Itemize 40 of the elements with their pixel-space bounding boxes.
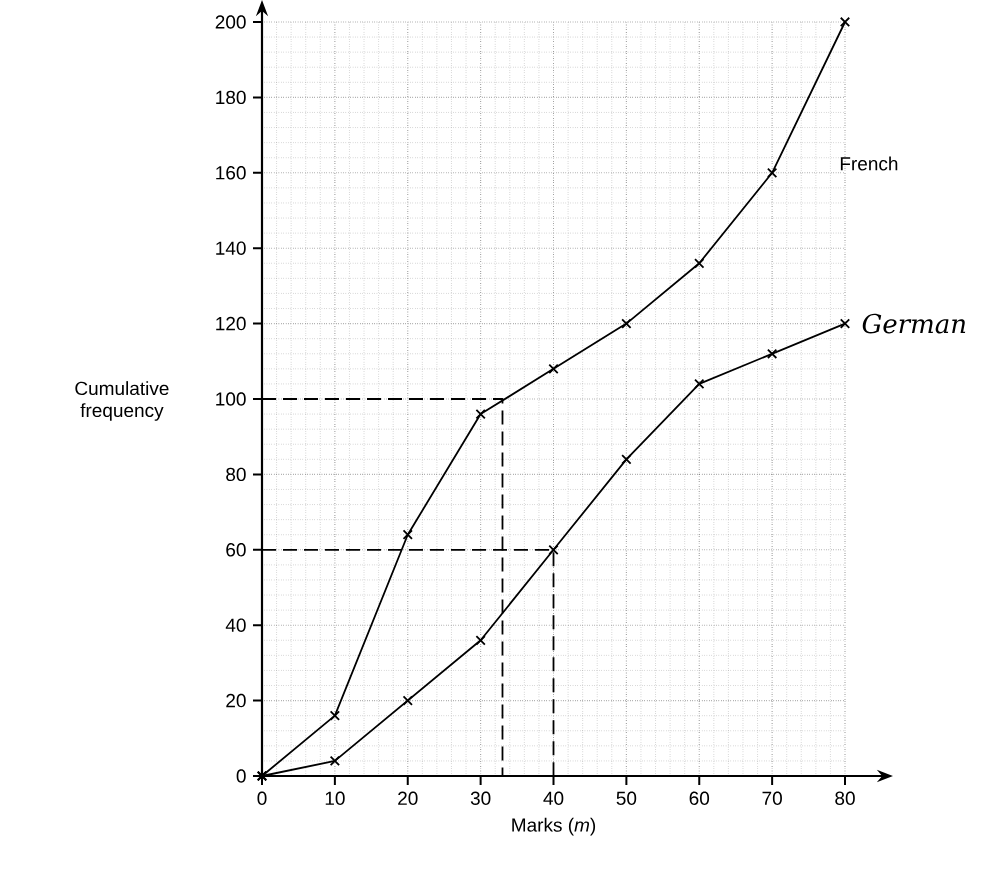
point	[475, 635, 486, 646]
y-tick-label: 0	[236, 769, 246, 783]
x-tick-label: 50	[616, 791, 637, 805]
point	[694, 258, 705, 269]
point	[839, 16, 851, 28]
text: French	[840, 156, 898, 171]
point	[402, 695, 413, 706]
point	[402, 529, 413, 540]
y-tick-label: 80	[226, 467, 246, 482]
x-tick-label: 60	[689, 791, 710, 805]
y-tick-label: 180	[216, 90, 246, 105]
point	[621, 454, 632, 465]
series-label: German	[862, 313, 966, 334]
y-axis-title: Cumulative frequency	[75, 381, 169, 421]
x-tick-label: 30	[470, 791, 491, 805]
x-axis-title: Marks (m)	[512, 817, 596, 836]
point	[329, 710, 341, 721]
x-tick-label: 10	[325, 791, 345, 805]
y-tick-label: 100	[216, 392, 246, 406]
y-tick-label: 200	[215, 15, 246, 29]
y-tick-label: 160	[216, 166, 246, 180]
point	[766, 167, 778, 178]
point	[621, 318, 632, 329]
x-tick-label: 80	[835, 791, 855, 805]
point	[475, 408, 486, 420]
y-tick-label: 60	[226, 543, 246, 557]
point	[694, 378, 705, 390]
point	[766, 348, 778, 359]
point	[548, 544, 559, 555]
y-tick-label: 140	[216, 241, 246, 255]
y-tick-label: 120	[216, 316, 246, 331]
x-tick-label: 20	[398, 791, 418, 805]
point	[548, 363, 559, 374]
x-tick-label: 70	[762, 791, 782, 805]
point	[329, 755, 341, 767]
y-tick-label: 40	[225, 618, 246, 632]
y-tick-label: 20	[226, 693, 246, 708]
point	[839, 318, 851, 329]
x-tick-label: 40	[543, 791, 564, 805]
x-tick-label: 0	[257, 791, 267, 805]
